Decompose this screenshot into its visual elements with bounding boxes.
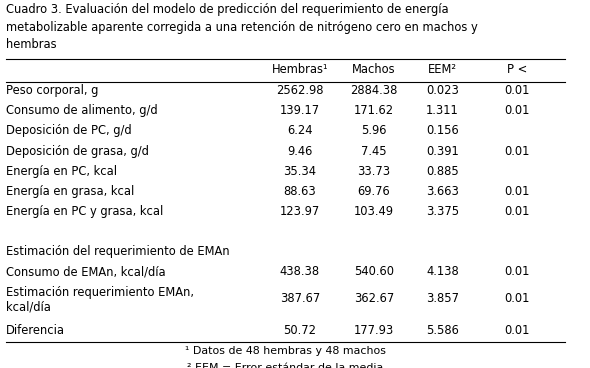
Text: Deposición de grasa, g/d: Deposición de grasa, g/d <box>6 145 149 158</box>
Text: Consumo de alimento, g/d: Consumo de alimento, g/d <box>6 104 158 117</box>
Text: 5.586: 5.586 <box>426 324 459 337</box>
Text: Cuadro 3. Evaluación del modelo de predicción del requerimiento de energía: Cuadro 3. Evaluación del modelo de predi… <box>6 3 448 16</box>
Text: EEM²: EEM² <box>428 63 457 76</box>
Text: Energía en PC, kcal: Energía en PC, kcal <box>6 164 117 178</box>
Text: metabolizable aparente corregida a una retención de nitrógeno cero en machos y: metabolizable aparente corregida a una r… <box>6 21 477 34</box>
Text: 35.34: 35.34 <box>283 164 316 178</box>
Text: 5.96: 5.96 <box>361 124 386 137</box>
Text: Estimación del requerimiento de EMAn: Estimación del requerimiento de EMAn <box>6 245 230 258</box>
Text: Energía en PC y grasa, kcal: Energía en PC y grasa, kcal <box>6 205 163 218</box>
Text: 438.38: 438.38 <box>280 265 320 278</box>
Text: hembras: hembras <box>6 38 56 52</box>
Text: Diferencia: Diferencia <box>6 324 65 337</box>
Text: Estimación requerimiento EMAn,: Estimación requerimiento EMAn, <box>6 286 194 298</box>
Text: kcal/día: kcal/día <box>6 300 51 313</box>
Text: 3.375: 3.375 <box>426 205 459 218</box>
Text: 6.24: 6.24 <box>287 124 313 137</box>
Text: ¹ Datos de 48 hembras y 48 machos: ¹ Datos de 48 hembras y 48 machos <box>185 346 386 356</box>
Text: 3.857: 3.857 <box>426 292 459 305</box>
Text: 0.01: 0.01 <box>504 145 529 158</box>
Text: 0.023: 0.023 <box>426 84 459 97</box>
Text: Deposición de PC, g/d: Deposición de PC, g/d <box>6 124 132 137</box>
Text: 362.67: 362.67 <box>354 292 394 305</box>
Text: 2562.98: 2562.98 <box>276 84 323 97</box>
Text: 4.138: 4.138 <box>426 265 459 278</box>
Text: 0.391: 0.391 <box>426 145 459 158</box>
Text: 540.60: 540.60 <box>354 265 394 278</box>
Text: 0.156: 0.156 <box>426 124 459 137</box>
Text: 0.01: 0.01 <box>504 205 529 218</box>
Text: Energía en grasa, kcal: Energía en grasa, kcal <box>6 185 134 198</box>
Text: 123.97: 123.97 <box>280 205 320 218</box>
Text: 103.49: 103.49 <box>354 205 394 218</box>
Text: 33.73: 33.73 <box>358 164 391 178</box>
Text: 2884.38: 2884.38 <box>350 84 398 97</box>
Text: 1.311: 1.311 <box>426 104 459 117</box>
Text: 0.885: 0.885 <box>426 164 459 178</box>
Text: P <: P < <box>507 63 527 76</box>
Text: 177.93: 177.93 <box>354 324 394 337</box>
Text: 0.01: 0.01 <box>504 84 529 97</box>
Text: 0.01: 0.01 <box>504 292 529 305</box>
Text: 171.62: 171.62 <box>354 104 394 117</box>
Text: 3.663: 3.663 <box>426 185 459 198</box>
Text: 7.45: 7.45 <box>361 145 387 158</box>
Text: 0.01: 0.01 <box>504 324 529 337</box>
Text: 0.01: 0.01 <box>504 185 529 198</box>
Text: 9.46: 9.46 <box>287 145 313 158</box>
Text: 0.01: 0.01 <box>504 265 529 278</box>
Text: Consumo de EMAn, kcal/día: Consumo de EMAn, kcal/día <box>6 265 165 278</box>
Text: ² EEM = Error estándar de la media: ² EEM = Error estándar de la media <box>188 363 384 368</box>
Text: 139.17: 139.17 <box>280 104 320 117</box>
Text: 387.67: 387.67 <box>280 292 320 305</box>
Text: 88.63: 88.63 <box>283 185 316 198</box>
Text: 69.76: 69.76 <box>358 185 391 198</box>
Text: 50.72: 50.72 <box>283 324 316 337</box>
Text: Peso corporal, g: Peso corporal, g <box>6 84 98 97</box>
Text: Machos: Machos <box>352 63 396 76</box>
Text: Hembras¹: Hembras¹ <box>271 63 328 76</box>
Text: 0.01: 0.01 <box>504 104 529 117</box>
